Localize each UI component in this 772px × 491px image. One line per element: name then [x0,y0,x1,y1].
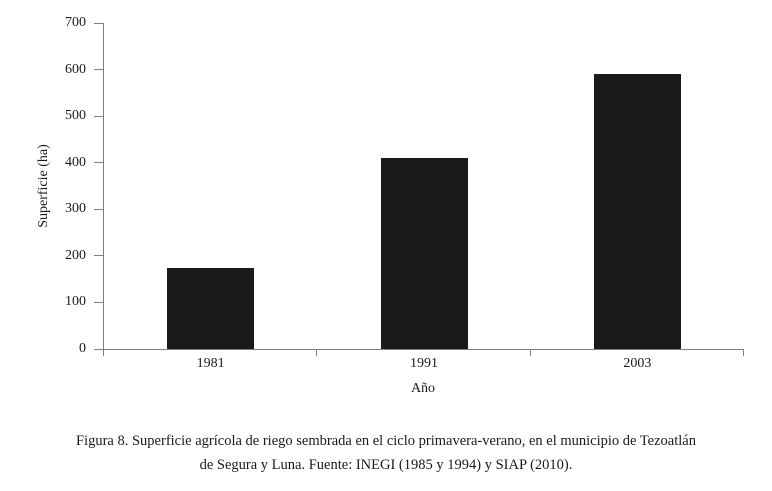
x-tick [743,349,744,356]
y-tick [94,208,104,210]
y-tick-label: 200 [65,247,86,263]
y-tick [94,348,104,350]
x-tick [103,349,104,356]
bar-1981 [167,267,255,349]
x-tick-label: 1981 [196,356,225,371]
y-tick-label: 0 [79,341,86,356]
bar-1991 [380,158,468,349]
caption-line-1: Figura 8. Superficie agrícola de riego s… [76,433,696,449]
caption-line-2: de Segura y Luna. Fuente: INEGI (1985 y … [199,457,573,473]
y-tick [94,255,104,257]
y-tick-label: 100 [65,294,86,310]
y-tick [94,23,104,24]
y-tick [94,301,104,303]
y-tick-label: 400 [65,154,86,170]
x-tick-label: 1991 [409,356,438,371]
y-tick [94,162,104,164]
y-tick [94,115,104,117]
x-tick [530,349,531,356]
plot-area: 0 100 200 300 400 500 600 700 1981 1991 2003 [65,15,744,371]
figure-caption: Figura 8. Superficie agrícola de riego s… [0,429,772,477]
bar-2003 [593,74,681,349]
y-tick [94,69,104,71]
y-tick-label: 500 [65,108,86,124]
x-axis-title: Año [410,381,436,396]
x-tick [316,349,317,356]
y-tick-label: 300 [65,201,86,217]
y-tick-label: 700 [65,15,86,30]
y-tick-label: 600 [65,61,86,77]
x-tick-label: 2003 [623,356,652,371]
